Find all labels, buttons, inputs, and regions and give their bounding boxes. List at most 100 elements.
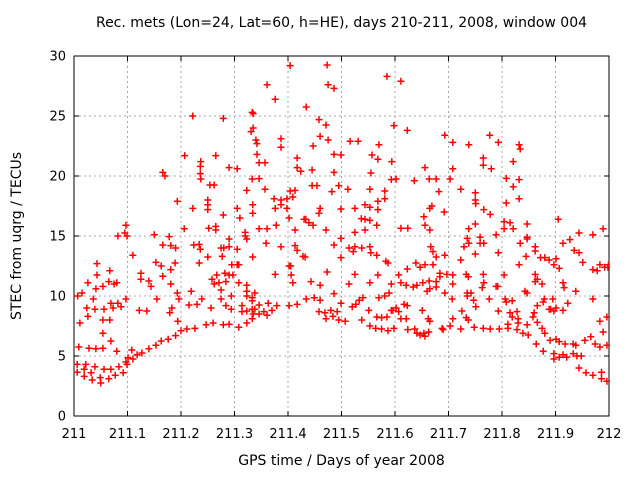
data-point: [470, 296, 478, 304]
data-point: [555, 338, 563, 346]
data-point: [441, 131, 449, 139]
data-point: [253, 150, 261, 158]
data-point: [270, 195, 278, 203]
data-point: [302, 215, 310, 223]
data-point: [529, 313, 537, 321]
data-point: [261, 159, 269, 167]
data-point: [124, 354, 132, 362]
data-point: [218, 252, 226, 260]
data-point: [195, 259, 203, 267]
data-point: [596, 261, 604, 269]
data-point: [172, 244, 180, 252]
data-point: [546, 336, 554, 344]
data-point: [559, 239, 567, 247]
data-point: [572, 287, 580, 295]
data-point: [99, 344, 107, 352]
data-point: [540, 295, 548, 303]
data-point: [105, 278, 113, 286]
data-point: [425, 175, 433, 183]
data-point: [157, 337, 165, 345]
data-point: [153, 295, 161, 303]
y-tick-label: 30: [49, 50, 66, 65]
data-point: [128, 346, 136, 354]
data-point: [93, 271, 101, 279]
data-point: [500, 225, 508, 233]
data-point: [598, 368, 605, 376]
data-point: [208, 275, 216, 283]
data-point: [91, 363, 99, 371]
data-point: [428, 202, 436, 210]
data-point: [309, 221, 317, 229]
data-point: [384, 259, 392, 267]
data-point: [487, 165, 495, 173]
data-point: [441, 251, 449, 259]
data-point: [147, 282, 155, 290]
data-point: [560, 284, 568, 292]
data-point: [227, 305, 235, 313]
data-point: [150, 231, 158, 239]
data-point: [110, 280, 118, 288]
data-point: [289, 193, 297, 201]
x-tick-label: 211.6: [376, 427, 413, 442]
data-point: [361, 226, 369, 234]
data-point: [99, 316, 107, 324]
data-point: [277, 143, 285, 151]
data-point: [426, 317, 434, 325]
data-point: [358, 316, 366, 324]
data-point: [515, 141, 523, 149]
data-point: [133, 351, 141, 359]
data-point: [426, 285, 434, 293]
data-point: [432, 253, 440, 261]
data-point: [309, 142, 317, 150]
data-point: [271, 204, 279, 212]
data-point: [523, 220, 531, 228]
data-point: [550, 261, 558, 269]
data-point: [76, 319, 84, 327]
data-point: [337, 151, 345, 159]
data-point: [410, 177, 418, 185]
data-point: [381, 195, 389, 203]
data-point: [374, 271, 382, 279]
data-point: [436, 273, 444, 281]
data-point: [92, 285, 100, 293]
data-point: [109, 304, 117, 312]
data-point: [509, 158, 517, 166]
data-point: [549, 295, 557, 303]
data-point: [429, 261, 437, 269]
data-point: [159, 272, 167, 280]
data-point: [516, 239, 524, 247]
data-point: [504, 324, 512, 332]
data-point: [249, 110, 257, 118]
data-point: [514, 319, 522, 327]
data-point: [204, 206, 212, 214]
y-axis-label: STEC from uqrg / TECUs: [9, 151, 25, 321]
data-point: [262, 239, 270, 247]
data-point: [330, 150, 338, 158]
data-point: [105, 375, 113, 383]
data-point: [367, 249, 375, 257]
data-point: [392, 175, 400, 183]
data-point: [492, 231, 500, 239]
data-point: [440, 208, 448, 216]
data-point: [243, 186, 251, 194]
data-point: [123, 360, 131, 368]
data-point: [285, 302, 293, 310]
data-point: [479, 161, 487, 169]
data-point: [449, 280, 457, 288]
data-point: [384, 327, 392, 335]
data-point: [385, 289, 393, 297]
data-point: [180, 225, 188, 233]
data-point: [471, 189, 479, 197]
data-point: [330, 290, 338, 298]
data-point: [222, 278, 230, 286]
data-point: [293, 246, 301, 254]
data-point: [207, 304, 215, 312]
data-point: [315, 209, 323, 217]
data-point: [337, 205, 345, 213]
data-point: [293, 300, 301, 308]
data-point: [249, 209, 257, 217]
data-point: [137, 269, 145, 277]
data-point: [378, 325, 386, 333]
data-point: [603, 377, 610, 385]
data-point: [480, 279, 488, 287]
